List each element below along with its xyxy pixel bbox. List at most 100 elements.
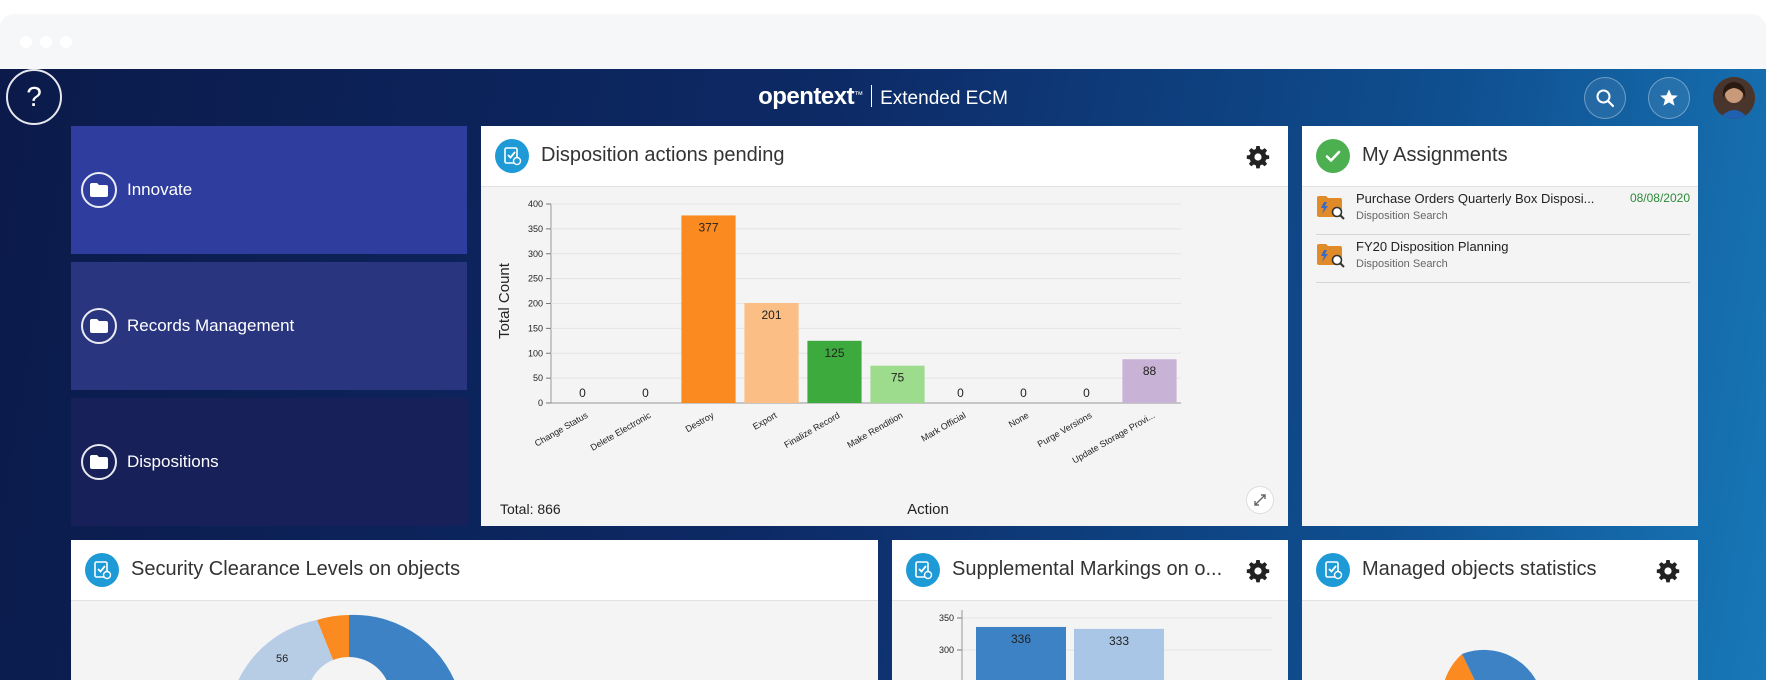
bar-value-label: 0 xyxy=(579,386,586,400)
folder-icon xyxy=(81,444,117,480)
folder-icon xyxy=(81,172,117,208)
y-tick-label: 150 xyxy=(528,323,543,333)
bar-value-label: 125 xyxy=(824,346,844,360)
x-axis-title: Action xyxy=(907,501,949,518)
x-tick-label: None xyxy=(1007,410,1031,429)
card-header: Disposition actions pending xyxy=(481,126,1288,187)
favorites-button[interactable] xyxy=(1648,77,1690,119)
card-header: Supplemental Markings on o... xyxy=(892,540,1288,601)
bar-value-label: 0 xyxy=(1020,386,1027,400)
tile-label: Innovate xyxy=(127,180,193,199)
expand-icon xyxy=(1254,494,1266,506)
bar xyxy=(870,365,925,403)
gear-icon[interactable] xyxy=(1246,145,1270,169)
gear-icon[interactable] xyxy=(1246,559,1270,583)
pie-slice xyxy=(1462,649,1536,680)
y-axis-title: Total Count xyxy=(496,262,513,339)
assignment-name: FY20 Disposition Planning xyxy=(1356,239,1509,254)
x-tick-label: Destroy xyxy=(684,410,716,434)
assignment-name: Purchase Orders Quarterly Box Disposi... xyxy=(1356,191,1595,206)
top-bar: ? opentext™ Extended ECM xyxy=(0,69,1766,127)
search-button[interactable] xyxy=(1584,77,1626,119)
bar-value-label: 336 xyxy=(1011,632,1031,646)
bar xyxy=(1074,628,1164,680)
bar-value-label: 0 xyxy=(957,386,964,400)
window-dot xyxy=(20,36,32,48)
window-dot xyxy=(60,36,72,48)
tile-label: Dispositions xyxy=(127,452,219,471)
opentext-logo: opentext xyxy=(758,83,855,110)
tile-innovate[interactable]: Innovate xyxy=(71,126,467,254)
help-icon: ? xyxy=(26,81,42,112)
card-title: Supplemental Markings on o... xyxy=(952,558,1223,580)
disposition-search-icon xyxy=(1317,244,1345,268)
search-icon xyxy=(1596,89,1615,108)
tile-records-management[interactable]: Records Management xyxy=(71,262,467,390)
y-tick-label: 50 xyxy=(533,373,543,383)
app-shell: ? opentext™ Extended ECM xyxy=(0,69,1766,680)
avatar-image xyxy=(1713,77,1755,119)
assignment-type: Disposition Search xyxy=(1356,210,1448,222)
card-title: Managed objects statistics xyxy=(1362,558,1597,580)
y-tick-label: 300 xyxy=(528,249,543,259)
expand-button[interactable] xyxy=(1246,486,1274,514)
bar xyxy=(807,340,862,403)
card-header: Security Clearance Levels on objects xyxy=(71,540,878,601)
help-button[interactable]: ? xyxy=(6,69,62,125)
managed-objects-pie xyxy=(1444,649,1536,680)
security-clearance-card: Security Clearance Levels on objects 56 xyxy=(71,540,878,680)
y-tick-label: 350 xyxy=(939,613,954,623)
tile-label: Records Management xyxy=(127,316,295,335)
user-avatar[interactable] xyxy=(1713,77,1755,119)
card-header: My Assignments xyxy=(1302,126,1698,187)
x-tick-label: Delete Electronic xyxy=(589,410,653,453)
assignment-type: Disposition Search xyxy=(1356,258,1448,270)
total-label: Total: 866 xyxy=(500,501,561,517)
pie-slice xyxy=(1444,654,1475,680)
bar-value-label: 201 xyxy=(761,308,781,322)
card-title: Disposition actions pending xyxy=(541,144,785,166)
product-name: Extended ECM xyxy=(880,88,1008,109)
card-title: My Assignments xyxy=(1362,144,1508,166)
donut-slice xyxy=(238,620,333,680)
y-tick-label: 0 xyxy=(538,398,543,408)
y-tick-label: 100 xyxy=(528,348,543,358)
y-tick-label: 200 xyxy=(528,299,543,309)
security-donut-chart: 56 xyxy=(238,614,455,680)
assignment-item[interactable]: FY20 Disposition Planning Disposition Se… xyxy=(1316,236,1690,283)
x-tick-label: Change Status xyxy=(533,410,590,449)
security-icon xyxy=(85,553,119,587)
gear-icon[interactable] xyxy=(1656,559,1680,583)
supplemental-markings-card: Supplemental Markings on o... 300 350 336… xyxy=(892,540,1288,680)
disposition-card: Disposition actions pending Total Count … xyxy=(481,126,1288,526)
card-title: Security Clearance Levels on objects xyxy=(131,558,461,580)
browser-chrome xyxy=(0,14,1766,70)
donut-slice xyxy=(317,615,349,660)
managed-objects-card: Managed objects statistics xyxy=(1302,540,1698,680)
assignment-date: 08/08/2020 xyxy=(1629,191,1690,205)
managed-objects-icon xyxy=(1316,553,1350,587)
bar-value-label: 0 xyxy=(1083,386,1090,400)
bar xyxy=(681,215,736,403)
bar xyxy=(976,626,1066,680)
disposition-search-icon xyxy=(1317,196,1345,220)
x-tick-label: Make Rendition xyxy=(845,410,904,450)
x-tick-label: Mark Official xyxy=(919,410,967,444)
x-tick-label: Purge Versions xyxy=(1036,410,1094,449)
bar-value-label: 75 xyxy=(891,371,905,385)
y-tick-label: 300 xyxy=(939,645,954,655)
tile-dispositions[interactable]: Dispositions xyxy=(71,398,467,526)
assignment-item[interactable]: Purchase Orders Quarterly Box Disposi...… xyxy=(1316,188,1690,235)
bar-value-label: 88 xyxy=(1143,364,1157,378)
y-tick-label: 250 xyxy=(528,274,543,284)
star-icon xyxy=(1660,89,1678,106)
card-header: Managed objects statistics xyxy=(1302,540,1698,601)
y-tick-label: 400 xyxy=(528,199,543,209)
donut-slice xyxy=(349,614,455,680)
window-dot xyxy=(40,36,52,48)
disposition-icon xyxy=(495,139,529,173)
assignments-card: My Assignments Purchase Orders Quarterly… xyxy=(1302,126,1698,526)
disposition-bar-chart: Total Count Action Total: 866 0 50 100 150 2… xyxy=(496,199,1181,518)
supplemental-icon xyxy=(906,553,940,587)
donut-label: 56 xyxy=(276,653,288,665)
